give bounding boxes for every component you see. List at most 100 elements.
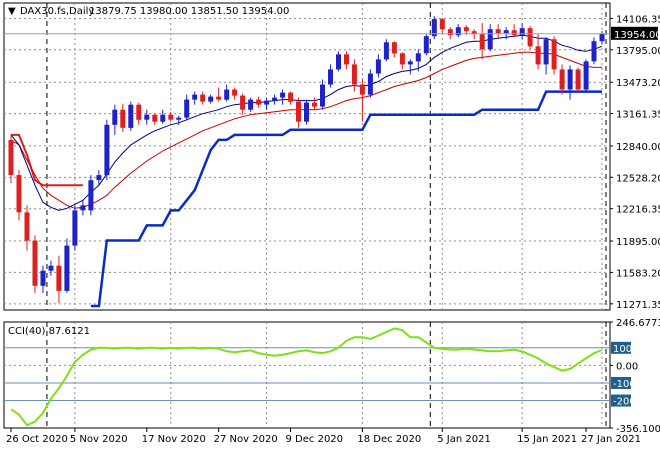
candle (455, 24, 461, 38)
candle-body (288, 92, 294, 102)
candle-body (527, 28, 533, 47)
candle (407, 59, 413, 75)
candle (208, 94, 214, 104)
candle (296, 97, 301, 128)
cci-axis[interactable]: 246.6773 100 0.00 -100 -200 -356.1006 (610, 318, 660, 435)
candle (527, 26, 533, 50)
candle (200, 91, 206, 105)
candle (136, 102, 142, 125)
candle (447, 27, 453, 40)
cci-tick-label: -200 (613, 397, 636, 408)
candle-body (240, 95, 246, 110)
price-pane[interactable] (3, 2, 611, 311)
price-tick-label: 12216.35 (616, 205, 660, 216)
candle-body (575, 69, 581, 90)
candle-body (328, 69, 333, 85)
candle (72, 205, 78, 251)
candle (256, 96, 262, 108)
candle (415, 49, 421, 72)
candle-body (320, 84, 325, 107)
candle-body (168, 114, 174, 120)
price-tick-label: 13795.00 (616, 46, 660, 57)
time-tick-label: 18 Dec 2020 (357, 434, 421, 445)
candle-body (112, 109, 118, 125)
candle-body (32, 240, 38, 286)
candle (423, 34, 429, 56)
time-tick-label: 27 Jan 2021 (581, 434, 641, 445)
candle (336, 51, 341, 72)
candle (359, 79, 365, 122)
candle-body (519, 28, 525, 36)
candle-body (224, 89, 230, 100)
candle (559, 64, 565, 95)
candle-body (591, 41, 597, 62)
cci-tick-label: -356.1006 (616, 424, 660, 435)
cci-path (10, 327, 603, 427)
time-tick-label: 9 Dec 2020 (286, 434, 344, 445)
candle (152, 113, 158, 125)
candle (56, 255, 62, 303)
candle-body (535, 46, 541, 65)
candle (64, 238, 70, 293)
candle (519, 23, 525, 40)
candle-body (280, 92, 286, 98)
price-tick-label: 11583.20 (616, 268, 660, 279)
time-tick-label: 5 Jan 2021 (437, 434, 491, 445)
candle (88, 175, 94, 216)
candle-body (256, 99, 262, 105)
candle-body (120, 109, 126, 128)
candle (399, 52, 405, 70)
candle (543, 37, 549, 75)
price-tick-label: 13161.35 (616, 110, 660, 121)
price-tick-label: 12528.20 (616, 173, 660, 184)
price-axis[interactable]: 14106.35 13795.00 13473.20 13161.35 12840.00… (610, 14, 660, 311)
candle-body (543, 39, 549, 65)
time-tick-label: 27 Nov 2020 (214, 434, 278, 445)
cci-level-tag (611, 341, 631, 354)
cci-tick-label: 100 (613, 344, 632, 355)
candle (567, 65, 573, 100)
candle-body (24, 212, 30, 241)
envelope-lower-line (90, 90, 602, 308)
candle-body (351, 64, 357, 85)
cci-pane[interactable] (3, 321, 611, 429)
candle-body (344, 54, 349, 65)
chart-menu-arrow[interactable]: ▼ (8, 6, 16, 17)
candle-body (248, 99, 254, 110)
candles (8, 16, 605, 303)
price-tick-label: 13473.20 (616, 78, 660, 89)
candle-body (336, 54, 341, 70)
time-axis[interactable]: 26 Oct 2020 5 Nov 2020 17 Nov 2020 27 Nov 2… (6, 428, 641, 445)
candle-body (312, 102, 317, 107)
candle (240, 93, 246, 115)
candle-body (407, 61, 413, 65)
price-tick-label: 11895.00 (616, 237, 660, 248)
candle-body (415, 53, 421, 62)
candle (144, 109, 150, 125)
candle (328, 64, 333, 88)
candle (264, 97, 270, 110)
candle-body (64, 245, 70, 291)
candle-body (216, 96, 222, 100)
candle-body (559, 69, 565, 90)
candle-body (160, 114, 166, 122)
candle-body (479, 34, 485, 50)
candle (503, 27, 509, 40)
time-tick-label: 5 Nov 2020 (70, 434, 128, 445)
candle-body (439, 19, 445, 30)
time-tick-label: 17 Nov 2020 (142, 434, 206, 445)
candle-body (144, 114, 150, 120)
cci-tick-label: -100 (613, 379, 636, 390)
candle (583, 59, 589, 92)
candle-body (40, 270, 46, 286)
candle-body (367, 73, 373, 95)
candle (272, 94, 278, 105)
candle (184, 94, 190, 120)
candle (511, 24, 517, 38)
envelope-upper-line (11, 133, 83, 187)
price-tick-label: 12840.00 (616, 142, 660, 153)
candle (96, 170, 102, 186)
candle-body (551, 39, 557, 70)
candle-body (383, 42, 389, 60)
